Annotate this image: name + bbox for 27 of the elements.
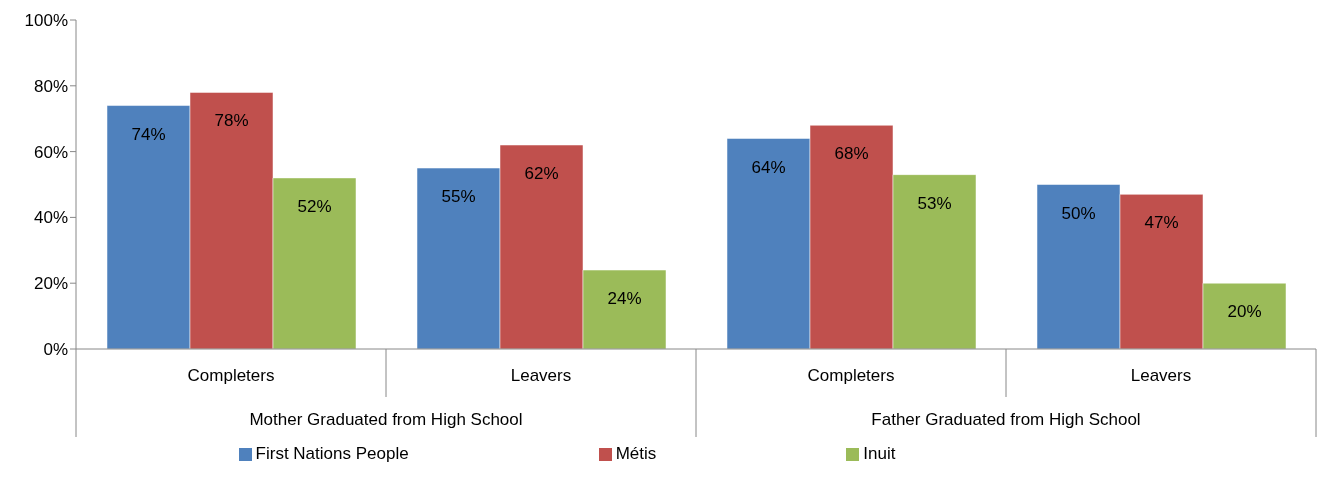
data-label: 52% — [297, 196, 332, 216]
text: Mother Graduated from High School — [249, 410, 523, 429]
data-label: 24% — [607, 289, 642, 309]
x-tick-label: Leavers — [1130, 366, 1192, 385]
data-label: 62% — [524, 164, 559, 184]
y-tick-label: 0% — [43, 340, 68, 360]
data-label: 53% — [917, 193, 952, 213]
data-label: 50% — [1061, 203, 1096, 223]
x-tick-label: Completers — [807, 366, 895, 385]
data-label: 20% — [1227, 302, 1262, 322]
y-tick-label: 80% — [33, 76, 68, 96]
legend-label: Inuit — [863, 444, 896, 463]
text: Father Graduated from High School — [871, 410, 1141, 429]
y-tick-label: 60% — [33, 142, 68, 162]
x-tick-label: Completers — [187, 366, 275, 385]
y-tick-label: 40% — [33, 208, 68, 228]
data-label: 55% — [441, 187, 476, 207]
legend-label: Métis — [615, 444, 657, 463]
data-label: 68% — [834, 144, 869, 164]
x-tick-label: Leavers — [510, 366, 572, 385]
data-label: 64% — [751, 157, 786, 177]
data-label: 47% — [1144, 213, 1179, 233]
y-tick-label: 20% — [33, 274, 68, 294]
y-tick-label: 100% — [24, 11, 68, 31]
data-label: 78% — [214, 111, 249, 131]
legend-label: First Nations People — [255, 444, 409, 463]
data-label: 74% — [131, 124, 166, 144]
